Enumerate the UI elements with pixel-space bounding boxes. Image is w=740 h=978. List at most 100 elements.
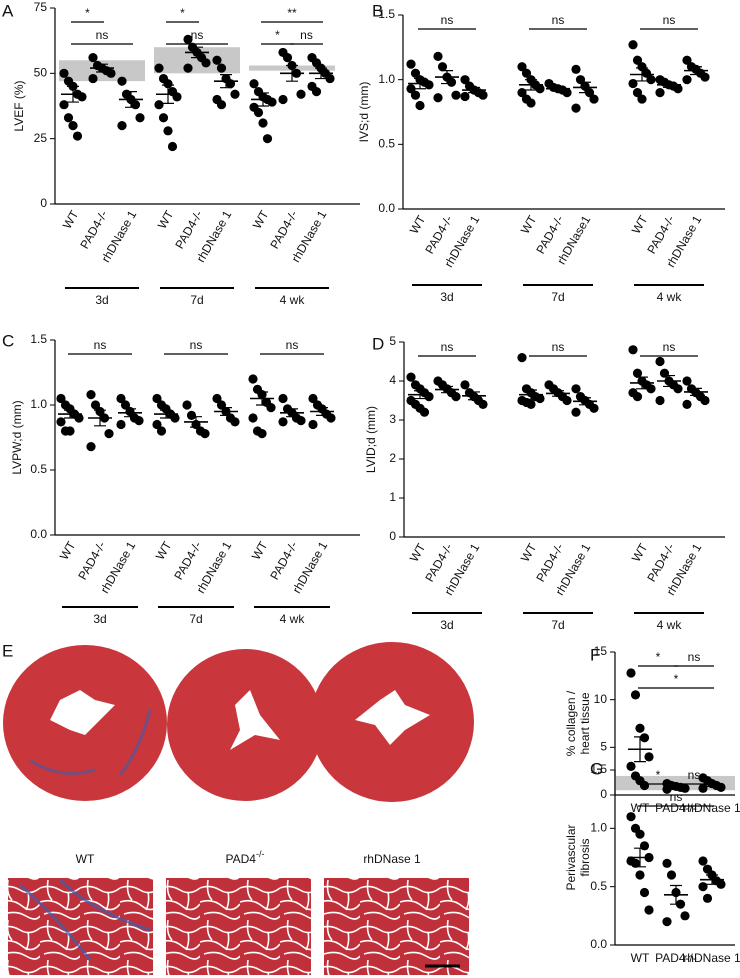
error-bar <box>468 86 480 94</box>
data-point <box>571 384 581 394</box>
panel-letter: D <box>372 334 384 353</box>
significance-label: * <box>180 6 185 20</box>
data-point <box>646 384 656 394</box>
x-tick-label: PAD4-/- <box>655 801 697 815</box>
error-bar <box>220 74 232 89</box>
data-point <box>163 126 173 136</box>
data-point <box>406 84 416 94</box>
image-label: PAD4-/- <box>226 849 265 866</box>
data-point <box>637 94 647 104</box>
data-point <box>478 90 488 100</box>
data-point <box>521 68 532 78</box>
data-point <box>517 353 527 363</box>
group-label: 3d <box>440 290 453 304</box>
significance-label: * <box>275 28 280 42</box>
micrograph <box>166 878 311 975</box>
data-point <box>571 407 581 417</box>
y-tick-label: 1.0 <box>378 72 395 86</box>
y-tick-label: 0 <box>389 529 396 543</box>
label-text: PAD4 <box>226 852 257 866</box>
data-point <box>628 345 638 355</box>
y-tick-label: 1 <box>389 490 396 504</box>
group-label: 3d <box>440 618 453 632</box>
error-bar <box>441 385 453 394</box>
data-point <box>154 100 164 110</box>
data-point <box>158 113 169 123</box>
error-bar <box>315 67 327 80</box>
significance-label: ns <box>190 338 203 352</box>
data-point <box>698 783 708 793</box>
data-point <box>258 118 268 128</box>
data-point <box>639 780 650 791</box>
data-point <box>632 368 643 378</box>
data-point <box>152 393 162 404</box>
data-point <box>589 94 599 104</box>
data-point <box>296 89 306 99</box>
data-point <box>698 882 708 892</box>
data-point <box>230 417 240 427</box>
x-tick-label: WT <box>249 539 271 563</box>
y-axis-label: heart tissue <box>578 692 592 754</box>
data-point <box>325 73 335 84</box>
label-superscript: -/- <box>256 849 265 859</box>
data-point <box>517 88 527 98</box>
data-point <box>56 417 66 427</box>
data-point <box>526 98 536 108</box>
lumen <box>50 690 115 735</box>
error-bar <box>663 81 675 89</box>
y-axis-label: LVPW;d (mm) <box>10 400 24 474</box>
data-point <box>201 58 211 68</box>
data-point <box>666 870 677 880</box>
data-point <box>86 442 96 452</box>
data-point <box>200 429 210 439</box>
y-tick-label: 1.5 <box>378 7 395 21</box>
data-point <box>163 79 173 89</box>
data-point <box>311 87 322 97</box>
error-bar <box>286 408 298 418</box>
x-tick-label: WT <box>407 213 429 237</box>
y-tick-label: 0.0 <box>30 527 47 541</box>
significance-label: ns <box>441 340 454 354</box>
x-tick-label: WT <box>629 213 651 237</box>
collagen-stain <box>29 709 152 776</box>
y-tick-label: 0 <box>40 196 47 210</box>
data-point <box>698 856 708 866</box>
lumen <box>230 690 280 750</box>
x-tick-label: WT <box>629 541 651 565</box>
data-point <box>406 372 416 382</box>
data-point <box>326 413 336 423</box>
data-point <box>90 400 101 410</box>
error-bar <box>634 736 646 763</box>
y-axis-label: LVID;d (mm) <box>364 406 378 473</box>
data-point <box>655 395 665 406</box>
error-bar <box>190 416 202 428</box>
group-label: 7d <box>551 290 564 304</box>
data-point <box>65 426 75 436</box>
collagen-stain <box>19 878 151 961</box>
x-tick-label: rhDNase 1 <box>683 801 740 815</box>
data-point <box>639 733 650 743</box>
data-point <box>628 78 638 89</box>
data-point <box>72 131 83 141</box>
data-point <box>535 84 545 94</box>
data-point <box>410 68 421 78</box>
y-tick-label: 0.0 <box>378 201 395 215</box>
data-point <box>460 91 470 102</box>
group-label: 4 wk <box>657 618 683 632</box>
group-label: 4 wk <box>280 612 306 626</box>
data-point <box>253 107 264 118</box>
data-point <box>415 100 425 111</box>
data-point <box>212 393 222 404</box>
significance-label: * <box>656 768 661 782</box>
x-tick-label: PAD4-/- <box>75 539 108 582</box>
data-point <box>56 393 66 404</box>
y-tick-label: 1.5 <box>30 332 47 346</box>
micrograph <box>324 878 469 975</box>
error-bar <box>162 84 174 104</box>
y-tick-label: 0.5 <box>590 879 607 893</box>
data-point <box>230 89 240 99</box>
error-bar <box>690 387 702 397</box>
data-point <box>632 392 643 402</box>
data-point <box>451 392 461 402</box>
